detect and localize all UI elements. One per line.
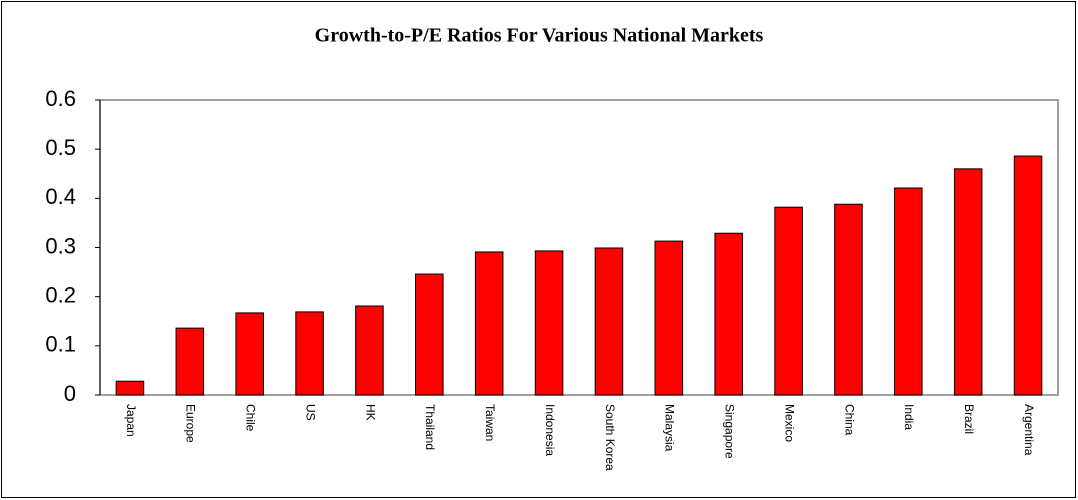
x-tick-label: Brazil xyxy=(962,404,976,434)
y-tick-label: 0.1 xyxy=(45,332,76,357)
y-tick-label: 0.5 xyxy=(45,135,76,160)
bar xyxy=(355,305,384,396)
x-tick-label: China xyxy=(842,404,856,436)
x-tick-label: US xyxy=(303,404,317,421)
x-tick-label: Thailand xyxy=(423,404,437,450)
bar xyxy=(474,251,504,396)
x-tick-label: Malaysia xyxy=(663,404,677,452)
x-tick-label: Taiwan xyxy=(483,404,497,441)
x-tick-label: India xyxy=(902,404,916,430)
bar xyxy=(235,312,264,396)
x-tick-label: Europe xyxy=(184,404,198,443)
bar xyxy=(834,203,863,396)
bar xyxy=(415,273,444,396)
y-tick-label: 0.2 xyxy=(45,282,76,307)
bar xyxy=(774,206,803,396)
x-tick-label: Japan xyxy=(124,404,138,437)
bar xyxy=(953,168,983,396)
bar xyxy=(654,240,684,396)
x-tick-label: South Korea xyxy=(603,404,617,471)
x-tick-label: Indonesia xyxy=(543,404,557,456)
bar xyxy=(115,380,145,396)
bar xyxy=(534,250,564,396)
x-tick-label: Mexico xyxy=(782,404,796,442)
x-tick-label: Chile xyxy=(244,404,258,432)
chart-title: Growth-to-P/E Ratios For Various Nationa… xyxy=(315,25,764,47)
x-tick-label: HK xyxy=(363,404,377,421)
bar xyxy=(295,311,324,396)
y-tick-label: 0.6 xyxy=(45,86,76,111)
bar xyxy=(175,327,205,396)
y-tick-label: 0 xyxy=(64,381,76,406)
bar xyxy=(894,187,923,396)
bar xyxy=(714,232,743,396)
x-tick-label: Singapore xyxy=(723,404,737,459)
y-tick-label: 0.4 xyxy=(45,184,76,209)
bar xyxy=(1013,155,1043,396)
y-tick-label: 0.3 xyxy=(45,233,76,258)
bar xyxy=(594,247,624,396)
x-tick-label: Argentina xyxy=(1022,404,1036,456)
